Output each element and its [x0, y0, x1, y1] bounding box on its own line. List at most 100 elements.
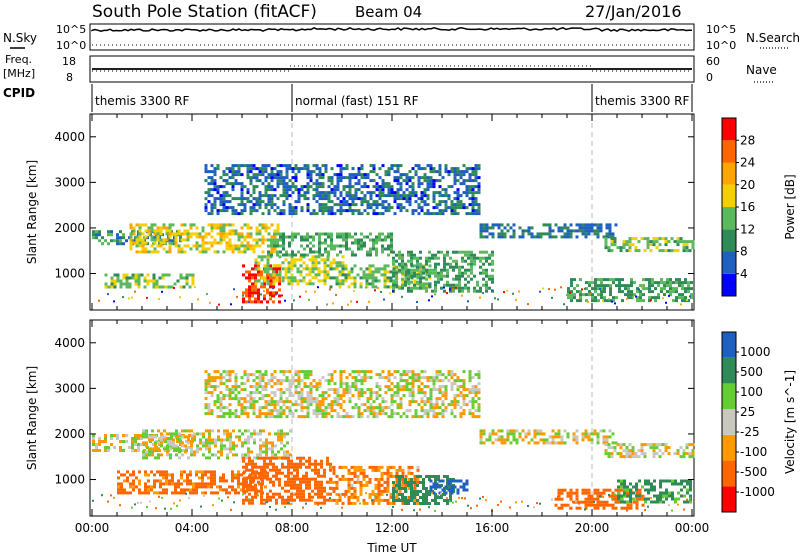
range-time-cell	[189, 232, 193, 236]
range-time-cell	[254, 300, 257, 304]
range-time-cell	[251, 477, 254, 481]
range-time-cell	[306, 253, 309, 257]
range-time-cell	[279, 164, 283, 168]
ground-scatter-cell	[242, 294, 244, 297]
range-time-cell	[473, 262, 476, 266]
range-time-cell	[92, 440, 95, 443]
range-time-cell	[384, 400, 388, 404]
range-time-cell	[146, 279, 150, 283]
range-time-cell	[636, 287, 639, 291]
range-time-cell	[278, 495, 281, 499]
range-time-cell	[386, 483, 390, 487]
range-time-cell	[357, 238, 360, 242]
range-time-cell	[225, 241, 229, 245]
range-time-cell	[312, 235, 315, 239]
range-time-cell	[357, 391, 361, 395]
range-time-cell	[156, 232, 160, 236]
range-time-cell	[401, 268, 404, 272]
range-time-cell	[357, 197, 361, 201]
range-time-cell	[249, 226, 253, 230]
range-time-cell	[234, 179, 238, 183]
range-time-cell	[362, 471, 366, 475]
range-time-cell	[345, 200, 349, 204]
range-time-cell	[157, 441, 160, 445]
range-time-cell	[401, 253, 404, 257]
range-time-cell	[309, 388, 313, 392]
range-time-cell	[416, 493, 419, 496]
range-time-cell	[506, 438, 510, 442]
range-time-cell	[120, 482, 123, 486]
range-time-cell	[288, 194, 292, 198]
range-time-cell	[165, 226, 169, 230]
range-time-cell	[404, 270, 408, 274]
range-time-cell	[453, 191, 457, 195]
range-time-cell	[222, 235, 226, 239]
range-time-cell	[474, 391, 478, 395]
range-time-cell	[432, 485, 436, 489]
range-time-cell	[602, 438, 606, 442]
range-time-cell	[261, 473, 264, 477]
range-time-cell	[211, 438, 214, 442]
range-time-cell	[271, 441, 274, 445]
range-time-cell	[261, 170, 265, 174]
range-time-cell	[468, 370, 472, 374]
range-time-cell	[287, 477, 290, 481]
range-time-cell	[210, 229, 214, 233]
range-time-cell	[150, 235, 154, 239]
range-time-cell	[249, 394, 253, 398]
range-time-cell	[312, 212, 316, 216]
range-time-cell	[213, 241, 217, 245]
range-time-cell	[336, 394, 340, 398]
range-time-cell	[312, 182, 316, 186]
range-time-cell	[260, 285, 263, 289]
range-time-cell	[378, 403, 382, 407]
range-time-cell	[279, 406, 283, 410]
range-time-cell	[437, 262, 440, 266]
range-time-cell	[491, 441, 495, 445]
range-time-cell	[169, 456, 172, 460]
range-time-cell	[312, 209, 316, 213]
range-time-cell	[390, 415, 394, 419]
range-time-cell	[429, 185, 433, 189]
ground-scatter-cell	[632, 296, 634, 299]
range-time-cell	[156, 491, 159, 495]
range-time-cell	[458, 286, 461, 290]
range-time-cell	[596, 223, 600, 227]
range-time-cell	[591, 287, 594, 291]
range-time-cell	[432, 185, 436, 189]
range-time-cell	[272, 270, 276, 274]
range-time-cell	[408, 176, 412, 180]
range-time-cell	[443, 283, 446, 287]
range-time-cell	[396, 206, 400, 210]
range-time-cell	[362, 276, 366, 280]
range-time-cell	[210, 379, 214, 383]
range-time-cell	[225, 232, 229, 236]
range-time-cell	[350, 477, 354, 481]
range-time-cell	[284, 480, 287, 484]
range-time-cell	[246, 170, 250, 174]
range-time-cell	[252, 403, 256, 407]
range-time-cell	[681, 287, 684, 291]
range-time-cell	[175, 453, 178, 457]
range-time-cell	[297, 382, 301, 386]
range-time-cell	[464, 283, 467, 287]
range-time-cell	[383, 270, 387, 274]
range-time-cell	[225, 223, 229, 227]
range-time-cell	[575, 438, 579, 442]
range-time-cell	[201, 229, 205, 233]
range-time-cell	[357, 244, 360, 248]
range-time-cell	[578, 223, 582, 227]
range-time-cell	[386, 465, 390, 469]
range-time-cell	[584, 232, 588, 236]
range-time-cell	[253, 438, 256, 442]
range-time-cell	[234, 388, 238, 392]
range-time-cell	[567, 287, 570, 291]
range-time-cell	[365, 483, 369, 487]
range-time-cell	[232, 447, 235, 451]
range-time-cell	[285, 176, 289, 180]
range-time-cell	[566, 494, 570, 498]
range-time-cell	[159, 470, 162, 474]
range-time-cell	[413, 486, 417, 490]
range-time-cell	[264, 167, 268, 171]
range-time-cell	[366, 176, 370, 180]
